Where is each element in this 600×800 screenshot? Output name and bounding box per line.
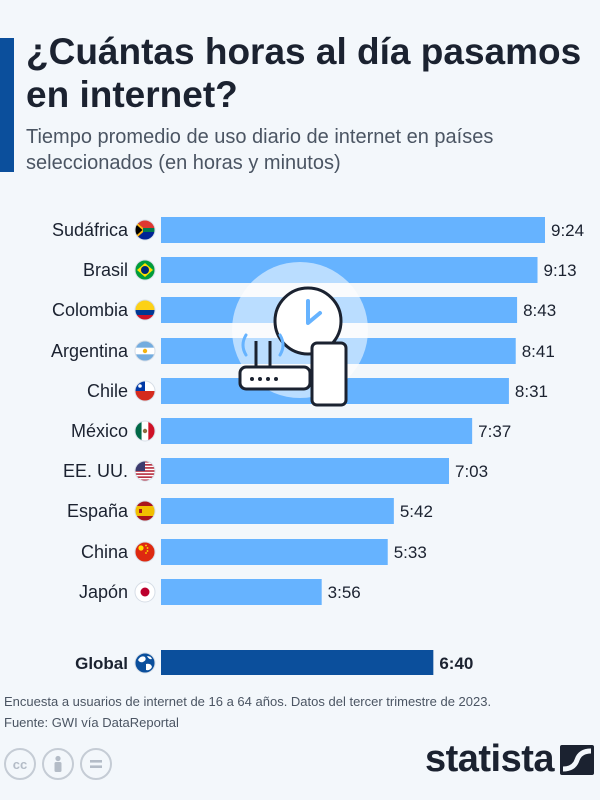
value-label: 5:33	[394, 543, 427, 562]
category-label: Colombia	[52, 300, 129, 320]
category-label: Sudáfrica	[52, 220, 129, 240]
bar-row: Japón 3:56	[79, 579, 361, 605]
bar-row: China 5:33	[81, 539, 427, 565]
bar	[161, 418, 473, 444]
usa-flag-icon	[135, 461, 155, 481]
value-label: 8:43	[523, 301, 556, 320]
category-label: China	[81, 542, 129, 562]
bar	[161, 579, 322, 605]
value-label: 9:24	[551, 221, 584, 240]
creative-commons-icon[interactable]: cc	[4, 748, 36, 780]
footnote: Encuesta a usuarios de internet de 16 a …	[4, 691, 491, 733]
survey-note: Encuesta a usuarios de internet de 16 a …	[4, 694, 492, 709]
south-africa-flag-icon	[135, 220, 155, 240]
argentina-flag-icon	[135, 341, 155, 361]
internet-devices-illustration	[232, 262, 368, 407]
value-label: 9:13	[544, 261, 577, 280]
category-label: Global	[75, 654, 128, 673]
chile-flag-icon	[135, 381, 155, 401]
category-label: Brasil	[83, 260, 128, 280]
statista-logo[interactable]: statista	[425, 738, 594, 781]
chart-subtitle: Tiempo promedio de uso diario de interne…	[26, 126, 494, 174]
value-label: 8:41	[522, 342, 555, 361]
brand-name: statista	[424, 738, 555, 780]
statista-mark-icon	[560, 744, 594, 775]
no-derivatives-icon[interactable]	[80, 748, 112, 780]
bar-row: EE. UU. 7:03	[63, 458, 488, 484]
value-label: 7:03	[455, 462, 488, 481]
china-flag-icon	[135, 542, 155, 562]
brazil-flag-icon	[135, 260, 155, 280]
chart-title: ¿Cuántas horas al día pasamos en interne…	[26, 31, 582, 115]
bar	[161, 458, 449, 484]
value-label: 3:56	[328, 583, 361, 602]
value-label: 8:31	[515, 382, 548, 401]
license-icons: cc	[4, 748, 112, 782]
title-accent-bar	[0, 38, 14, 172]
bar	[161, 498, 394, 524]
value-label: 6:40	[439, 654, 473, 673]
bar	[161, 539, 388, 565]
bar-row: España 5:42	[67, 498, 433, 524]
category-label: México	[71, 421, 128, 441]
spain-flag-icon	[135, 501, 155, 521]
bar-row: Sudáfrica 9:24	[52, 217, 584, 243]
colombia-flag-icon	[135, 300, 155, 320]
bar-row: Brasil 9:13	[83, 257, 577, 283]
attribution-icon[interactable]	[42, 748, 74, 780]
bar-chart: Sudáfrica 9:24 Brasil 9:13 Colombia 8:43 Argen…	[51, 217, 584, 675]
value-label: 7:37	[478, 422, 511, 441]
globe-icon	[135, 653, 155, 673]
bar	[161, 217, 545, 243]
value-label: 5:42	[400, 502, 433, 521]
category-label: Japón	[79, 582, 128, 602]
mexico-flag-icon	[135, 421, 155, 441]
japan-flag-icon	[135, 582, 155, 602]
category-label: Chile	[87, 381, 128, 401]
highlight-bar	[161, 650, 434, 675]
category-label: España	[67, 501, 129, 521]
bar-row: Global 6:40	[75, 650, 473, 675]
category-label: EE. UU.	[63, 461, 128, 481]
bar	[161, 257, 538, 283]
source-note: Fuente: GWI vía DataReportal	[4, 715, 179, 730]
bar-row: México 7:37	[71, 418, 511, 444]
category-label: Argentina	[51, 341, 129, 361]
